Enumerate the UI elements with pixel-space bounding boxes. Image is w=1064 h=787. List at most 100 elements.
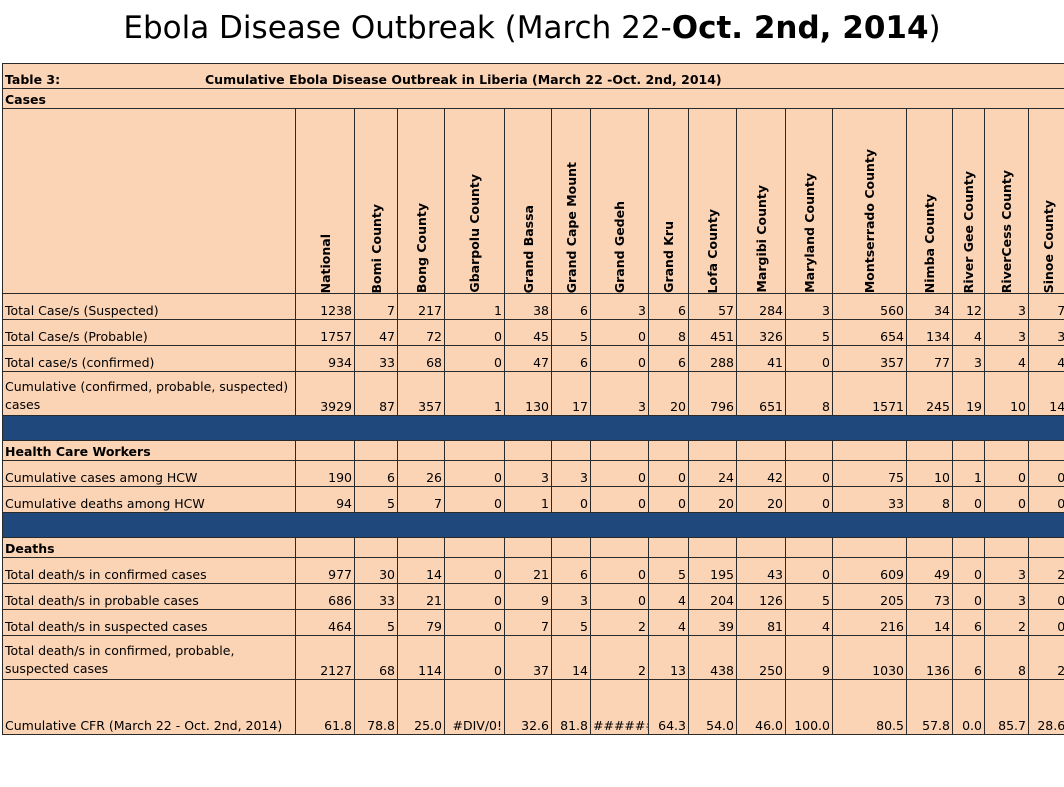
table-cell: 43 bbox=[736, 557, 786, 584]
table-caption: Cumulative Ebola Disease Outbreak in Lib… bbox=[205, 72, 722, 87]
empty-cell bbox=[295, 537, 355, 558]
table-cell: 6 bbox=[551, 293, 591, 320]
table-cell: 14 bbox=[906, 609, 953, 636]
table-cell: 32.6 bbox=[504, 679, 552, 735]
column-header: Maryland County bbox=[785, 108, 833, 294]
empty-cell bbox=[444, 537, 505, 558]
table-cell: 46.0 bbox=[736, 679, 786, 735]
table-cell: 4 bbox=[648, 609, 689, 636]
title-part-2: Oct. 2nd, 2014 bbox=[671, 10, 929, 46]
column-header-label: RiverCess County bbox=[999, 169, 1014, 293]
table-cell: 0 bbox=[444, 319, 505, 346]
row-label: Cumulative cases among HCW bbox=[2, 460, 296, 487]
table-cell: 326 bbox=[736, 319, 786, 346]
column-header: Gbarpolu County bbox=[444, 108, 505, 294]
table-cell: 0 bbox=[590, 557, 649, 584]
table-row-hcw-deaths: Cumulative deaths among HCW 94 5 7 0 1 0 0 0 20 20… bbox=[2, 486, 1064, 513]
table-cell: 28.6 bbox=[1027, 679, 1064, 735]
table-cell: 6 bbox=[648, 345, 689, 372]
table-cell: 0 bbox=[444, 635, 505, 680]
table-cell: 134 bbox=[906, 319, 953, 346]
table-cell: 39 bbox=[688, 609, 737, 636]
table-cell: 3929 bbox=[295, 371, 355, 416]
table-cell: 0 bbox=[551, 486, 591, 513]
column-header: Montserrado County bbox=[832, 108, 907, 294]
table-cell: 0 bbox=[984, 486, 1029, 513]
empty-cell bbox=[984, 440, 1029, 461]
table-cell: 0 bbox=[590, 486, 649, 513]
table-cell: 54.0 bbox=[688, 679, 737, 735]
table-cell: 6 bbox=[648, 293, 689, 320]
row-label: Total death/s in probable cases bbox=[2, 583, 296, 610]
table-caption-cell: Table 3: Cumulative Ebola Disease Outbrea… bbox=[1, 63, 1064, 89]
table-cell: 20 bbox=[648, 371, 689, 416]
table-cell: 4 bbox=[984, 345, 1029, 372]
table-cell: 0 bbox=[952, 557, 985, 584]
table-cell: 33 bbox=[832, 486, 907, 513]
table-cell: 68 bbox=[354, 635, 398, 680]
table-cell: 26 bbox=[397, 460, 445, 487]
table-cell: 42 bbox=[736, 460, 786, 487]
table-cell: 1757 bbox=[295, 319, 355, 346]
column-header: Grand Gedeh bbox=[590, 108, 649, 294]
empty-cell bbox=[551, 440, 591, 461]
table-cell: 33 bbox=[354, 345, 398, 372]
column-header-label: River Gee County bbox=[961, 170, 976, 293]
table-cell: 3 bbox=[984, 293, 1029, 320]
column-header: Sinoe County bbox=[1027, 108, 1064, 294]
table-cell: 0 bbox=[590, 319, 649, 346]
table-cell: 451 bbox=[688, 319, 737, 346]
empty-cell bbox=[736, 537, 786, 558]
table-cell: 68 bbox=[397, 345, 445, 372]
table-cell: 0 bbox=[590, 345, 649, 372]
column-header-label: Grand Gedeh bbox=[612, 200, 627, 293]
table-cell: 8 bbox=[785, 371, 833, 416]
table-cell: 3 bbox=[1027, 319, 1064, 346]
table-cell: 7 bbox=[1027, 293, 1064, 320]
divider-row-1 bbox=[1, 415, 1064, 441]
table-cell: 357 bbox=[397, 371, 445, 416]
table-cell: 245 bbox=[906, 371, 953, 416]
empty-cell bbox=[906, 537, 953, 558]
table-cell: 0 bbox=[1027, 583, 1064, 610]
table-cell: 977 bbox=[295, 557, 355, 584]
title-part-3: ) bbox=[928, 10, 941, 46]
hcw-section-heading: Health Care Workers bbox=[2, 440, 296, 461]
table-cell: 30 bbox=[354, 557, 398, 584]
table-cell: 190 bbox=[295, 460, 355, 487]
table-cell: 13 bbox=[648, 635, 689, 680]
table-cell: 75 bbox=[832, 460, 907, 487]
table-cell: 94 bbox=[295, 486, 355, 513]
empty-cell bbox=[397, 537, 445, 558]
table-cell: 80.5 bbox=[832, 679, 907, 735]
table-cell: 20 bbox=[688, 486, 737, 513]
table-cell: 195 bbox=[688, 557, 737, 584]
table-cell: 8 bbox=[648, 319, 689, 346]
column-header-label: Maryland County bbox=[801, 173, 817, 293]
table-cell: 8 bbox=[906, 486, 953, 513]
row-label: Total death/s in confirmed, probable, su… bbox=[2, 635, 296, 680]
empty-cell bbox=[504, 537, 552, 558]
column-header-label: National bbox=[317, 233, 333, 293]
row-label: Total death/s in suspected cases bbox=[2, 609, 296, 636]
table-cell: 19 bbox=[952, 371, 985, 416]
row-label: Total Case/s (Suspected) bbox=[2, 293, 296, 320]
table-cell: 0 bbox=[590, 583, 649, 610]
empty-cell bbox=[590, 537, 649, 558]
table-cell: 6 bbox=[952, 609, 985, 636]
table-cell: 47 bbox=[504, 345, 552, 372]
table-row-deaths-confirmed: Total death/s in confirmed cases 977 30 14 0… bbox=[2, 557, 1064, 584]
table-cell: 0 bbox=[785, 460, 833, 487]
table-cell: 217 bbox=[397, 293, 445, 320]
empty-cell bbox=[354, 537, 398, 558]
table-cell: 47 bbox=[354, 319, 398, 346]
hcw-section-row: Health Care Workers bbox=[2, 440, 1064, 461]
table-cell: 3 bbox=[590, 293, 649, 320]
table-cell: 1030 bbox=[832, 635, 907, 680]
table-cell: 25.0 bbox=[397, 679, 445, 735]
column-header-label: Sinoe County bbox=[1040, 199, 1056, 293]
table-cell: 5 bbox=[785, 319, 833, 346]
table-cell: 3 bbox=[952, 345, 985, 372]
table-cell: 81 bbox=[736, 609, 786, 636]
cases-section-heading: Cases bbox=[1, 88, 1064, 109]
